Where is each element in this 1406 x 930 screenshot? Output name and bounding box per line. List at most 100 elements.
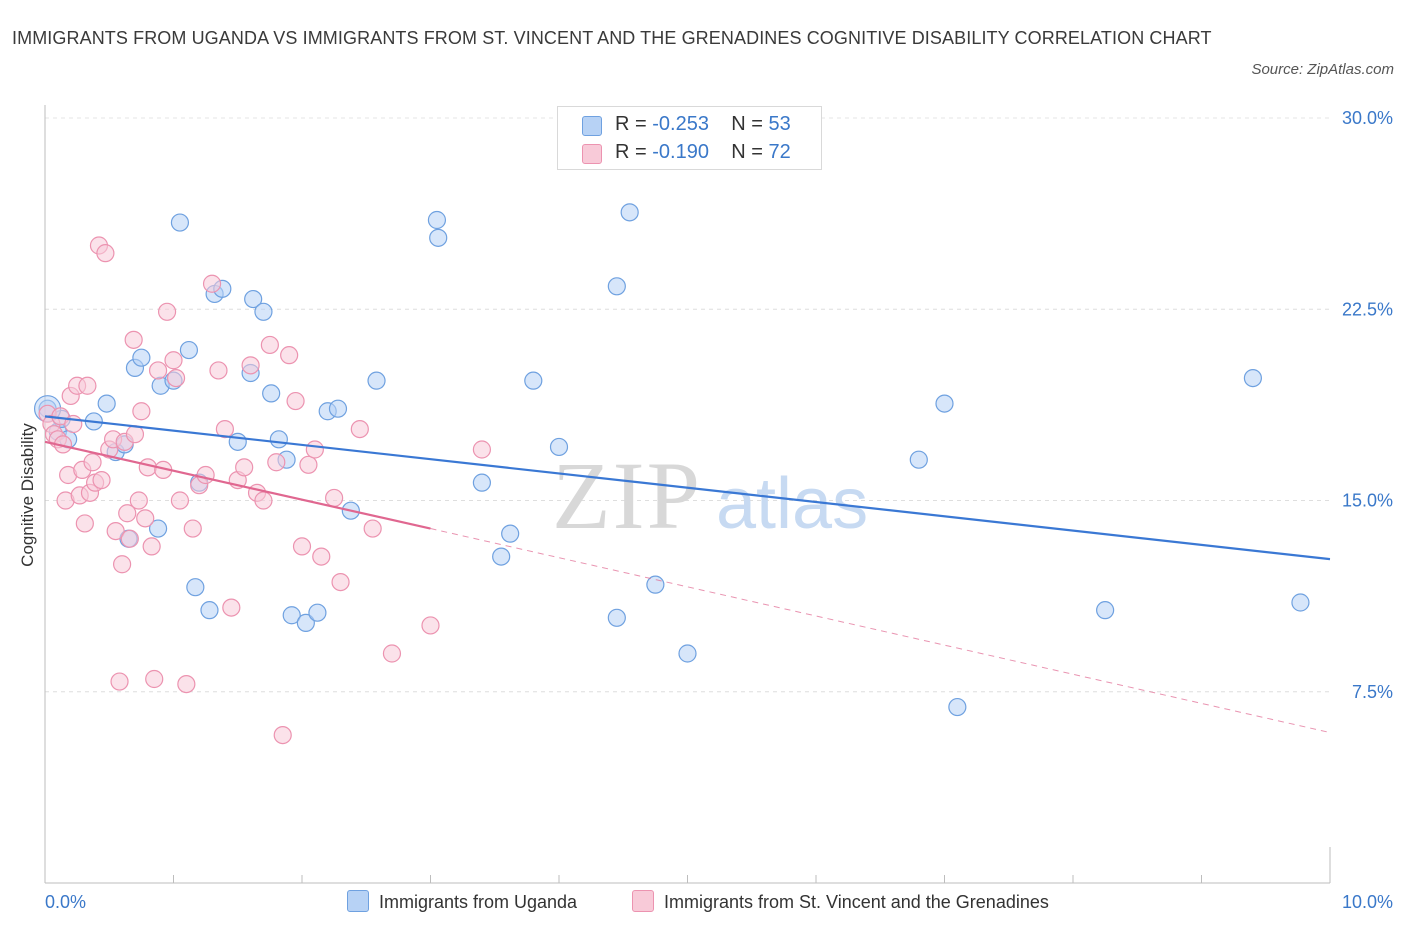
data-point-st-vincent bbox=[124, 330, 143, 349]
data-point-uganda bbox=[678, 644, 697, 663]
data-point-st-vincent bbox=[267, 453, 286, 472]
data-point-uganda bbox=[607, 608, 626, 627]
data-point-st-vincent bbox=[202, 274, 222, 293]
data-point-uganda bbox=[524, 371, 543, 390]
y-axis-label: Cognitive Disability bbox=[18, 423, 37, 567]
source-label: Source: ZipAtlas.com bbox=[1251, 61, 1394, 78]
data-point-uganda bbox=[1291, 593, 1310, 612]
series-st-vincent-points bbox=[38, 236, 491, 745]
stats-legend: R = -0.253 N = 53 R = -0.190 N = 72 bbox=[557, 106, 822, 170]
data-point-st-vincent bbox=[145, 669, 164, 689]
data-point-st-vincent bbox=[110, 672, 129, 691]
data-point-st-vincent bbox=[164, 351, 183, 370]
data-point-st-vincent bbox=[209, 361, 228, 380]
data-point-st-vincent bbox=[129, 491, 148, 510]
data-point-uganda bbox=[620, 203, 639, 222]
legend-swatch-st-vincent bbox=[582, 144, 602, 164]
data-point-st-vincent bbox=[112, 555, 132, 574]
data-point-st-vincent bbox=[96, 244, 115, 263]
data-point-st-vincent bbox=[120, 529, 139, 548]
data-point-st-vincent bbox=[183, 519, 202, 538]
legend-label-uganda: Immigrants from Uganda bbox=[379, 892, 578, 912]
data-point-st-vincent bbox=[106, 521, 125, 541]
legend-swatch-uganda bbox=[582, 116, 602, 136]
data-point-uganda bbox=[148, 519, 168, 538]
n-value-uganda: 53 bbox=[768, 113, 791, 135]
chart-title: IMMIGRANTS FROM UGANDA VS IMMIGRANTS FRO… bbox=[12, 28, 1212, 48]
data-point-uganda bbox=[170, 213, 190, 232]
data-point-st-vincent bbox=[222, 598, 241, 617]
data-point-uganda bbox=[607, 277, 626, 296]
data-point-st-vincent bbox=[292, 537, 312, 556]
data-point-uganda bbox=[501, 524, 520, 543]
data-point-st-vincent bbox=[157, 302, 177, 321]
data-point-uganda bbox=[132, 348, 151, 367]
axes bbox=[44, 105, 1331, 884]
bottom-legend-st-vincent: Immigrants from St. Vincent and the Gren… bbox=[632, 890, 1049, 913]
r-label: R = bbox=[615, 141, 653, 163]
data-point-uganda bbox=[909, 450, 928, 469]
data-point-uganda bbox=[179, 340, 199, 360]
data-point-st-vincent bbox=[92, 471, 111, 490]
data-point-uganda bbox=[262, 384, 281, 403]
data-point-st-vincent bbox=[363, 519, 382, 538]
data-point-st-vincent bbox=[166, 369, 186, 388]
data-point-uganda bbox=[429, 228, 448, 247]
r-label: R = bbox=[615, 113, 653, 135]
data-point-st-vincent bbox=[215, 420, 234, 439]
data-point-st-vincent bbox=[78, 376, 97, 395]
data-point-uganda bbox=[427, 210, 447, 230]
data-point-uganda bbox=[328, 399, 348, 418]
data-point-st-vincent bbox=[177, 674, 196, 694]
trend-line-st-vincent-extension bbox=[430, 528, 1331, 734]
n-label: N = bbox=[731, 141, 769, 163]
data-point-st-vincent bbox=[260, 335, 279, 355]
data-point-st-vincent bbox=[286, 391, 305, 411]
data-point-uganda bbox=[296, 613, 315, 633]
n-label: N = bbox=[731, 113, 769, 135]
data-point-uganda bbox=[244, 289, 263, 309]
data-point-uganda bbox=[228, 432, 247, 451]
data-point-st-vincent bbox=[136, 509, 155, 528]
data-point-st-vincent bbox=[254, 491, 273, 510]
watermark-zip: ZIP bbox=[552, 442, 702, 549]
bottom-legend-uganda: Immigrants from Uganda bbox=[347, 890, 577, 913]
trend-line-uganda bbox=[44, 415, 1331, 561]
data-point-uganda bbox=[254, 302, 273, 321]
y-tick-label: 22.5% bbox=[1342, 299, 1393, 319]
data-point-uganda bbox=[97, 394, 116, 413]
data-point-st-vincent bbox=[312, 547, 331, 566]
trend-line-st-vincent bbox=[44, 440, 431, 530]
data-point-st-vincent bbox=[241, 356, 260, 375]
y-tick-label: 30.0% bbox=[1342, 108, 1393, 128]
data-point-st-vincent bbox=[148, 361, 168, 380]
data-point-st-vincent bbox=[132, 402, 151, 421]
legend-swatch-st-vincent bbox=[632, 890, 654, 912]
data-point-uganda bbox=[269, 430, 288, 449]
data-point-uganda bbox=[549, 437, 569, 457]
y-tick-label: 15.0% bbox=[1342, 491, 1393, 511]
data-point-st-vincent bbox=[142, 537, 161, 556]
data-point-uganda bbox=[935, 394, 954, 413]
data-point-uganda bbox=[472, 473, 491, 492]
data-point-st-vincent bbox=[331, 572, 350, 592]
n-value-st-vincent: 72 bbox=[768, 141, 791, 163]
data-point-st-vincent bbox=[235, 458, 254, 477]
data-point-st-vincent bbox=[299, 455, 318, 474]
data-point-uganda bbox=[200, 601, 219, 620]
data-point-st-vincent bbox=[472, 440, 491, 459]
data-point-uganda bbox=[186, 578, 205, 597]
data-point-uganda bbox=[1243, 369, 1263, 388]
data-point-uganda bbox=[367, 371, 386, 390]
watermark-atlas: atlas bbox=[716, 464, 868, 544]
data-point-st-vincent bbox=[350, 420, 369, 439]
watermark: ZIP atlas bbox=[552, 442, 868, 549]
data-point-st-vincent bbox=[305, 440, 324, 459]
data-point-uganda bbox=[308, 603, 327, 622]
data-point-st-vincent bbox=[421, 616, 440, 635]
data-point-st-vincent bbox=[170, 491, 190, 510]
y-tick-labels: 7.5% 15.0% 22.5% 30.0% bbox=[1342, 108, 1393, 702]
data-point-uganda bbox=[282, 606, 301, 625]
data-point-uganda bbox=[492, 547, 511, 566]
